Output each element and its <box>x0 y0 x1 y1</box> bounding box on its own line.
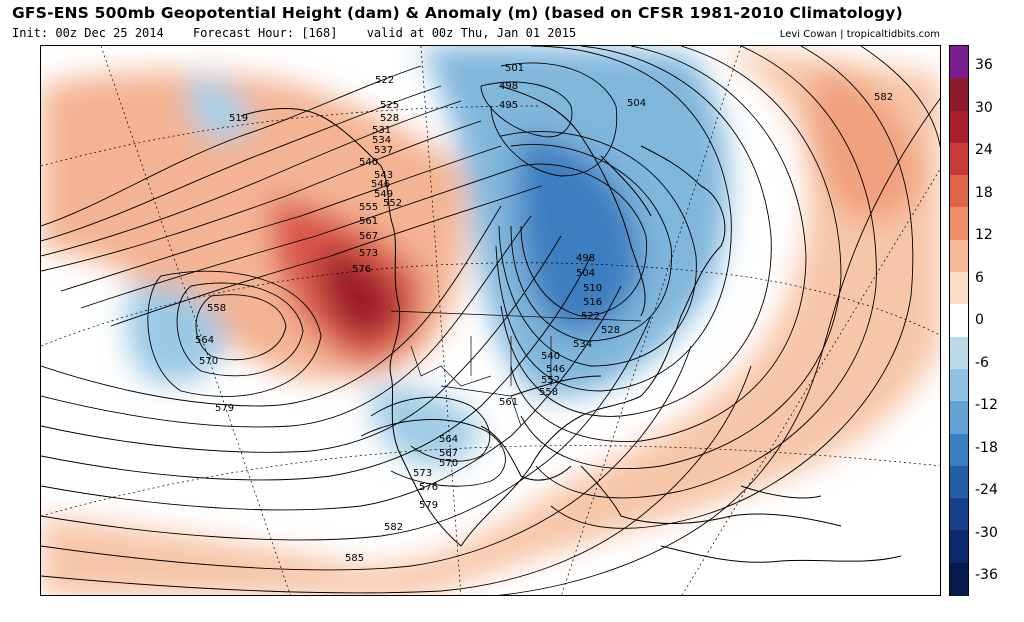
contour-label: 567 <box>359 231 378 242</box>
anomaly-shading <box>41 46 940 595</box>
contour-label: 522 <box>581 311 600 322</box>
colorbar-segment <box>950 498 968 532</box>
colorbar-segment <box>950 207 968 241</box>
contour-label: 570 <box>439 458 458 469</box>
contour-label: 534 <box>573 339 592 350</box>
init-time: Init: 00z Dec 25 2014 <box>12 26 164 40</box>
map-panel: 522 525 528 531 534 537 540 543 546 549 … <box>40 45 941 596</box>
contour-label: 501 <box>505 63 524 74</box>
colorbar-tick-label: -24 <box>975 482 998 498</box>
colorbar-tick-label: -18 <box>975 439 998 456</box>
contour-label: 561 <box>359 216 378 227</box>
colorbar-segment <box>950 142 968 176</box>
contour-labels: 522 525 528 531 534 537 540 543 546 549 … <box>195 63 893 564</box>
credit-text: Levi Cowan | tropicaltidbits.com <box>779 29 940 40</box>
contour-label: 531 <box>372 125 391 136</box>
contour-label: 528 <box>380 113 399 124</box>
contour-label: 552 <box>541 375 560 386</box>
contour-label: 585 <box>345 553 364 564</box>
colorbar-segment <box>950 239 968 273</box>
contour-label: 549 <box>374 189 393 200</box>
colorbar-segment <box>950 562 968 596</box>
contour-label: 546 <box>546 364 565 375</box>
valid-time: valid at 00z Thu, Jan 01 2015 <box>366 26 577 40</box>
contour-label: 555 <box>359 202 378 213</box>
colorbar-segment <box>950 272 968 306</box>
colorbar-tick-label: 18 <box>975 184 993 201</box>
contour-label: 510 <box>583 283 602 294</box>
colorbar-segment <box>950 110 968 144</box>
height-contours <box>41 46 940 595</box>
contour-label: 567 <box>439 448 458 459</box>
map-title: GFS-ENS 500mb Geopotential Height (dam) … <box>12 4 903 22</box>
contour-label: 573 <box>359 248 378 259</box>
contour-label: 564 <box>195 335 214 346</box>
subtitle-line: Init: 00z Dec 25 2014 Forecast Hour: [16… <box>12 26 598 40</box>
colorbar-tick-label: 12 <box>975 227 993 243</box>
map-svg: 522 525 528 531 534 537 540 543 546 549 … <box>41 46 940 595</box>
contour-label: 576 <box>419 482 438 493</box>
contour-label: 543 <box>374 170 393 181</box>
contour-label: 579 <box>419 500 438 511</box>
contour-label: 561 <box>499 397 518 408</box>
colorbar-segment <box>950 433 968 467</box>
contour-label: 498 <box>576 253 595 264</box>
contour-label: 522 <box>375 75 394 86</box>
contour-label: 534 <box>372 135 391 146</box>
contour-label: 582 <box>874 92 893 103</box>
colorbar-segment <box>950 530 968 564</box>
contour-label: 582 <box>384 522 403 533</box>
colorbar-segment <box>950 304 968 338</box>
contour-label: 504 <box>627 98 646 109</box>
contour-label: 558 <box>539 387 558 398</box>
forecast-hour: Forecast Hour: [168] <box>192 26 338 40</box>
colorbar-tick-label: -6 <box>975 354 989 371</box>
colorbar-tick-label: 30 <box>975 99 993 116</box>
anomaly-colorbar <box>949 45 969 596</box>
contour-label: 519 <box>229 113 248 124</box>
contour-label: 540 <box>541 351 560 362</box>
contour-label: 528 <box>601 325 620 336</box>
colorbar-tick-label: -36 <box>975 567 998 583</box>
colorbar-segment <box>950 46 968 79</box>
contour-label: 516 <box>583 297 602 308</box>
colorbar-tick-label: 36 <box>975 57 993 73</box>
contour-label: 525 <box>380 100 399 111</box>
contour-label: 546 <box>371 179 390 190</box>
contour-label: 540 <box>359 157 378 168</box>
contour-label: 579 <box>215 403 234 414</box>
contour-label: 558 <box>207 303 226 314</box>
colorbar-segment <box>950 368 968 402</box>
colorbar-segment <box>950 401 968 435</box>
colorbar-segment <box>950 336 968 370</box>
contour-label: 504 <box>576 268 595 279</box>
contour-label: 573 <box>413 468 432 479</box>
contour-label: 537 <box>374 145 393 156</box>
colorbar-tick-label: 0 <box>975 312 984 328</box>
colorbar-segment <box>950 465 968 499</box>
contour-label: 576 <box>352 264 371 275</box>
contour-label: 552 <box>383 198 402 209</box>
colorbar-segment <box>950 78 968 112</box>
colorbar-tick-label: 24 <box>975 142 993 158</box>
contour-label: 564 <box>439 434 458 445</box>
contour-label: 498 <box>499 81 518 92</box>
political-borders <box>390 310 642 427</box>
colorbar-segment <box>950 175 968 209</box>
colorbar-tick-label: -30 <box>975 524 998 541</box>
contour-label: 495 <box>499 100 518 111</box>
colorbar-tick-label: -12 <box>975 397 998 413</box>
colorbar-tick-label: 6 <box>975 269 984 286</box>
contour-label: 570 <box>199 356 218 367</box>
